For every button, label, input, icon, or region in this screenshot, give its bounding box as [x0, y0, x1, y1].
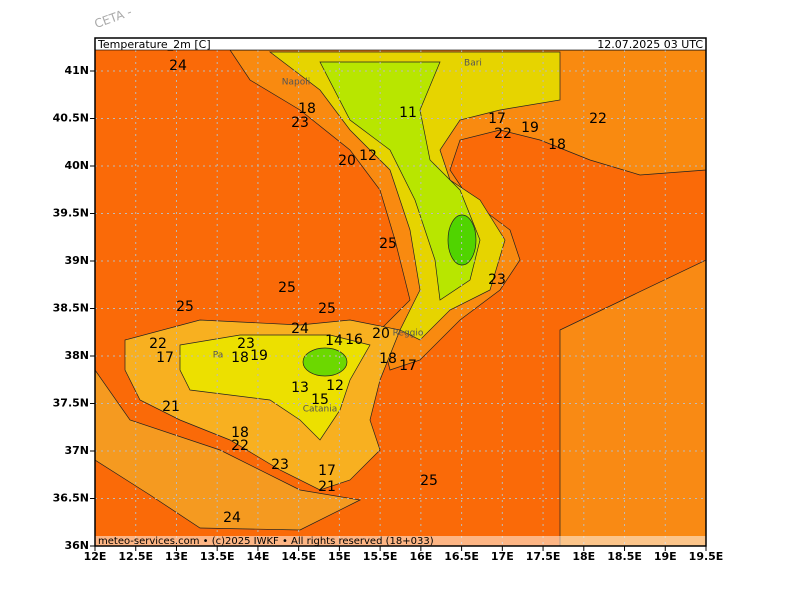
valid-time: 12.07.2025 03 UTC	[597, 38, 703, 51]
contour-label: 17	[399, 358, 417, 374]
lat-label: 36.5N	[53, 492, 89, 505]
lon-label: 19.5E	[689, 550, 724, 563]
lon-label: 12.5E	[118, 550, 153, 563]
contour-label: 16	[345, 332, 363, 348]
lon-label: 16.5E	[444, 550, 479, 563]
contour-label: 23	[237, 336, 255, 352]
lon-label: 15.5E	[363, 550, 398, 563]
lon-label: 14E	[247, 550, 270, 563]
contour-label: 18	[231, 425, 249, 441]
contour-label: 24	[169, 58, 187, 74]
contour-label: 17	[488, 111, 506, 127]
contour-label: 12	[326, 378, 344, 394]
contour-label: 22	[589, 111, 607, 127]
temp-zone	[447, 214, 477, 266]
lon-label: 13E	[165, 550, 188, 563]
lat-label: 40N	[64, 159, 89, 172]
lat-label: 41N	[64, 64, 89, 77]
lat-label: 36N	[64, 539, 89, 552]
lon-label: 18.5E	[607, 550, 642, 563]
lon-label: 18E	[572, 550, 595, 563]
lon-label: 15E	[328, 550, 351, 563]
footer: meteo-services.com • (c)2025 IWKF • All …	[98, 536, 434, 547]
footer-bar	[95, 536, 706, 546]
city-label: Reggio	[393, 329, 424, 339]
contour-label: 25	[379, 236, 397, 252]
lon-label: 14.5E	[281, 550, 316, 563]
contour-label: 23	[291, 115, 309, 131]
contour-label: 25	[176, 299, 194, 315]
contour-label: 20	[372, 326, 390, 342]
contour-label: 23	[271, 457, 289, 473]
frame	[94, 37, 707, 547]
contour-label: 12	[359, 148, 377, 164]
lon-label: 19E	[654, 550, 677, 563]
contour-label: 13	[291, 380, 309, 396]
contour-label: 25	[318, 301, 336, 317]
city-label: Catania	[303, 405, 338, 415]
contour-label: 11	[399, 105, 417, 121]
temp-zone	[94, 368, 362, 531]
contour-label: 18	[298, 101, 316, 117]
contour-label: 17	[318, 463, 336, 479]
lat-label: 39N	[64, 254, 89, 267]
contour-label: 21	[162, 399, 180, 415]
lat-label: 37.5N	[53, 397, 89, 410]
city-label: Pa	[213, 351, 224, 361]
temp-zone	[319, 61, 481, 301]
lon-label: 12E	[84, 550, 107, 563]
contour-label: 22	[149, 336, 167, 352]
lat-label: 38.5N	[53, 302, 89, 315]
contour-label: 14	[325, 333, 343, 349]
contour-label: 18	[548, 137, 566, 153]
contour-label: 19	[250, 348, 268, 364]
lat-label: 38N	[64, 349, 89, 362]
contour-label: 23	[488, 272, 506, 288]
lon-label: 17E	[491, 550, 514, 563]
contour-label: 20	[338, 153, 356, 169]
corner-label: CETA -	[92, 5, 133, 31]
temp-zone	[302, 347, 348, 377]
contour-label: 18	[379, 351, 397, 367]
contour-label: 22	[231, 438, 249, 454]
contour-label: 24	[223, 510, 241, 526]
title: Temperature_2m [C]	[97, 38, 211, 51]
contour-label: 21	[318, 479, 336, 495]
city-label: Napoli	[282, 78, 310, 88]
contour-label: 18	[231, 350, 249, 366]
contour-label: 17	[156, 350, 174, 366]
lon-label: 17.5E	[526, 550, 561, 563]
contour-label: 25	[278, 280, 296, 296]
city-label: Bari	[464, 59, 482, 69]
contour-label: 25	[420, 473, 438, 489]
lat-label: 39.5N	[53, 207, 89, 220]
contour-label: 24	[291, 321, 309, 337]
lon-label: 13.5E	[200, 550, 235, 563]
contour-label: 19	[521, 120, 539, 136]
contour-label: 15	[311, 392, 329, 408]
contour-label: 22	[494, 126, 512, 142]
lon-label: 16E	[409, 550, 432, 563]
lat-label: 40.5N	[53, 112, 89, 125]
lat-label: 37N	[64, 444, 89, 457]
